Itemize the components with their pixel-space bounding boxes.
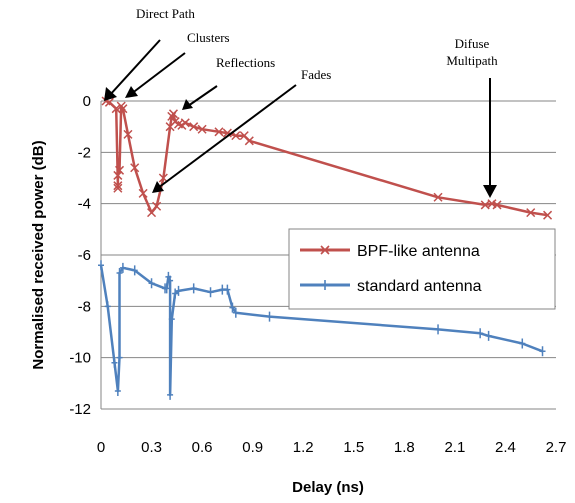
series-0-point-32: [492, 200, 502, 210]
series-1-point-19: [219, 284, 226, 295]
series-0-point-25: [222, 128, 232, 138]
series-1-point-8: [148, 278, 155, 289]
arrow-fades: [157, 84, 297, 189]
series-0-point-3: [113, 181, 123, 191]
series-0-point-8: [118, 104, 128, 114]
y-tick-label-4: -8: [78, 298, 91, 315]
series-1-point-18: [207, 287, 214, 298]
arrow-multipath-head: [483, 185, 497, 198]
series-0-point-30: [480, 200, 490, 210]
annotation-clusters: Clusters: [187, 30, 230, 45]
series-1-point-21: [229, 302, 236, 313]
series-1-point-0: [98, 260, 104, 271]
x-tick-label-9: 2.7: [546, 439, 567, 456]
y-tick-label-0: 0: [83, 93, 91, 110]
arrow-fades-head: [152, 181, 164, 193]
x-tick-label-8: 2.4: [495, 439, 516, 456]
series-1-point-13: [167, 389, 174, 400]
arrow-direct-path-head: [104, 87, 117, 101]
x-tick-label-5: 1.5: [343, 439, 364, 456]
x-tick-label-7: 2.1: [444, 439, 465, 456]
series-0-point-33: [526, 208, 536, 218]
series-1-point-22: [232, 307, 239, 318]
series-1-point-20: [224, 284, 231, 295]
y-tick-label-2: -4: [78, 196, 91, 213]
legend-box: [288, 228, 556, 310]
arrow-reflections: [187, 85, 218, 107]
series-1-point-10: [163, 283, 170, 294]
series-1-point-23: [266, 311, 273, 322]
series-1-point-12: [167, 275, 174, 286]
x-tick-label-1: 0.3: [141, 439, 162, 456]
series-1-point-2: [111, 357, 118, 368]
series-1-point-25: [477, 328, 484, 339]
x-tick-label-3: 0.9: [242, 439, 263, 456]
series-1-point-28: [539, 346, 546, 357]
series-1-point-7: [131, 265, 138, 276]
series-1-point-4: [116, 352, 123, 363]
series-0-point-13: [152, 201, 162, 211]
series-0: [101, 96, 553, 220]
series-0-point-2: [111, 104, 121, 114]
x-tick-label-0: 0: [97, 439, 105, 456]
series-0-point-34: [543, 210, 553, 220]
x-axis-title: Delay (ns): [292, 479, 364, 496]
y-tick-labels: 0 -2 -4 -6 -8 -10 -12: [69, 93, 91, 418]
x-tick-label-2: 0.6: [192, 439, 213, 456]
series-0-point-14: [158, 173, 168, 183]
series-1-point-26: [485, 330, 492, 341]
y-tick-label-6: -12: [69, 401, 91, 418]
legend-item-standard: standard antenna: [300, 278, 482, 295]
series-0-point-5: [113, 170, 123, 180]
legend-marker-bpf: [320, 245, 330, 255]
series-0-point-24: [214, 127, 224, 137]
y-tick-label-3: -6: [78, 247, 91, 264]
arrow-clusters-head: [125, 86, 138, 98]
annotation-fades: Fades: [301, 67, 331, 82]
series-1-point-1: [104, 301, 111, 312]
arrow-direct-path: [108, 39, 161, 97]
series-1-point-16: [175, 285, 182, 296]
annotation-difuse: Difuse: [455, 36, 490, 51]
x-tick-label-6: 1.8: [394, 439, 415, 456]
series-1-point-27: [519, 338, 526, 349]
legend: BPF-like antenna standard antenna: [288, 228, 556, 310]
series-layer: [98, 96, 553, 400]
legend-label-bpf: BPF-like antenna: [357, 243, 480, 260]
series-0-point-28: [244, 136, 254, 146]
annotations: Direct Path Clusters Reflections Fades D…: [104, 6, 498, 198]
annotation-direct-path: Direct Path: [136, 6, 195, 21]
series-1-point-6: [119, 262, 126, 273]
series-1-point-14: [168, 314, 175, 325]
series-1: [98, 260, 546, 400]
arrow-reflections-head: [182, 99, 193, 110]
x-tick-label-4: 1.2: [293, 439, 314, 456]
annotation-multipath: Multipath: [446, 53, 498, 68]
series-0-point-12: [147, 208, 157, 218]
y-tick-label-1: -2: [78, 144, 91, 161]
series-0-point-17: [168, 109, 178, 119]
y-axis-title: Normalised received power (dB): [30, 140, 47, 369]
series-0-point-23: [197, 124, 207, 134]
series-0-point-4: [113, 183, 123, 193]
series-0-point-6: [115, 165, 125, 175]
series-0-point-10: [130, 163, 140, 173]
series-1-point-15: [172, 288, 179, 299]
arrow-clusters: [130, 52, 186, 95]
series-0-point-9: [123, 129, 133, 139]
series-1-point-3: [114, 386, 121, 397]
series-1-point-17: [190, 283, 197, 294]
series-1-point-5: [116, 267, 123, 278]
x-tick-labels: 0 0.3 0.6 0.9 1.2 1.5 1.8 2.1 2.4 2.7: [97, 439, 567, 456]
series-1-point-24: [435, 324, 442, 335]
y-tick-label-5: -10: [69, 350, 91, 367]
annotation-reflections: Reflections: [216, 55, 275, 70]
series-0-point-11: [138, 188, 148, 198]
series-0-point-21: [180, 118, 190, 128]
legend-label-standard: standard antenna: [357, 278, 482, 295]
legend-item-bpf: BPF-like antenna: [300, 243, 480, 260]
series-0-point-22: [189, 122, 199, 132]
series-0-point-29: [433, 192, 443, 202]
